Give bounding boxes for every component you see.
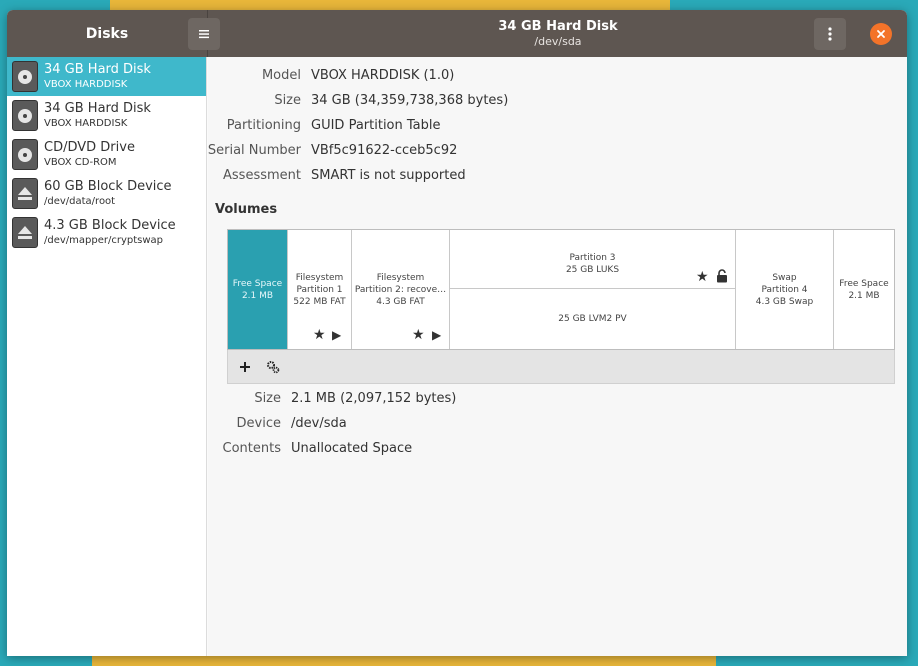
- volume-free-space-1[interactable]: Free Space 2.1 MB: [228, 230, 288, 349]
- volume-toolbar: [227, 350, 895, 384]
- hard-disk-icon: [12, 100, 38, 131]
- wallpaper-band: [0, 654, 918, 666]
- volume-size: 25 GB LUKS: [565, 265, 620, 275]
- volume-type: Free Space: [232, 278, 283, 289]
- volume-contents-label: Contents: [222, 441, 281, 456]
- close-icon: [877, 30, 885, 38]
- optical-drive-icon: [12, 139, 38, 170]
- vertical-dots-icon: [828, 27, 832, 41]
- disks-window: Disks 34 GB Hard Disk /dev/sda: [7, 10, 907, 656]
- model-label: Model: [261, 68, 301, 83]
- drive-details: Model VBOX HARDDISK (1.0) Size 34 GB (34…: [208, 57, 907, 656]
- drive-item-sda[interactable]: 34 GB Hard Disk VBOX HARDDISK: [7, 57, 206, 96]
- volume-contents-value: Unallocated Space: [291, 441, 413, 456]
- volume-free-space-2[interactable]: Free Space 2.1 MB: [834, 230, 894, 349]
- unlocked-icon: [717, 269, 727, 283]
- volume-partition: Partition 1: [296, 284, 343, 295]
- drive-model: VBOX CD-ROM: [44, 157, 117, 168]
- volume-partition-2[interactable]: Filesystem Partition 2: recove… 4.3 GB F…: [352, 230, 450, 349]
- volume-size-value: 2.1 MB (2,097,152 bytes): [291, 391, 457, 406]
- drive-name: CD/DVD Drive: [44, 140, 135, 155]
- drive-subtitle: /dev/sda: [534, 35, 582, 48]
- volume-partition-3[interactable]: Partition 3 25 GB LUKS ★ 25 GB LVM2 PV: [450, 230, 736, 349]
- volume-type: Filesystem: [295, 272, 344, 283]
- size-value: 34 GB (34,359,738,368 bytes): [311, 93, 509, 108]
- assessment-value: SMART is not supported: [311, 168, 466, 183]
- sidebar-title: Disks: [85, 25, 129, 42]
- volume-size: 2.1 MB: [241, 290, 274, 301]
- play-icon: ▶: [332, 328, 342, 342]
- volume-device-label: Device: [236, 416, 281, 431]
- drive-item-root[interactable]: 60 GB Block Device /dev/data/root: [7, 174, 206, 213]
- disk-info: Model VBOX HARDDISK (1.0) Size 34 GB (34…: [208, 67, 888, 197]
- volume-size-label: Size: [254, 391, 281, 406]
- volume-size: 4.3 GB FAT: [376, 296, 425, 307]
- drive-name: 34 GB Hard Disk: [44, 62, 151, 77]
- volume-partition: Partition 4: [761, 284, 808, 295]
- partitioning-label: Partitioning: [226, 118, 301, 133]
- eject-icon: [12, 217, 38, 248]
- volume-size: 25 GB LVM2 PV: [558, 314, 627, 324]
- volume-info: Size 2.1 MB (2,097,152 bytes) Device /de…: [208, 390, 888, 470]
- gears-icon: [267, 361, 280, 374]
- model-value: VBOX HARDDISK (1.0): [311, 68, 455, 83]
- drive-title: 34 GB Hard Disk: [498, 19, 618, 34]
- serial-value: VBf5c91622-cceb5c92: [311, 143, 458, 158]
- drive-model: VBOX HARDDISK: [44, 118, 128, 129]
- star-icon: ★: [412, 327, 425, 343]
- serial-label: Serial Number: [207, 143, 301, 158]
- create-partition-button[interactable]: [233, 356, 257, 378]
- drive-name: 34 GB Hard Disk: [44, 101, 151, 116]
- volumes-heading: Volumes: [215, 202, 278, 217]
- menu-button[interactable]: [188, 18, 220, 50]
- size-label: Size: [274, 93, 301, 108]
- volume-size: 4.3 GB Swap: [755, 296, 814, 307]
- drive-item-cryptswap[interactable]: 4.3 GB Block Device /dev/mapper/cryptswa…: [7, 213, 206, 252]
- drive-name: 4.3 GB Block Device: [44, 218, 176, 233]
- close-button[interactable]: [870, 23, 892, 45]
- volume-size: 2.1 MB: [848, 290, 880, 301]
- drive-path: /dev/data/root: [44, 196, 116, 207]
- drive-name: 60 GB Block Device: [44, 179, 172, 194]
- volume-device-value: /dev/sda: [291, 416, 347, 431]
- hard-disk-icon: [12, 61, 38, 92]
- lvm-volume[interactable]: 25 GB LVM2 PV: [450, 289, 735, 349]
- plus-icon: [240, 362, 250, 372]
- volume-partition: Partition 2: recove…: [354, 284, 447, 295]
- wallpaper: [110, 0, 670, 12]
- volume-partition-4[interactable]: Swap Partition 4 4.3 GB Swap: [736, 230, 834, 349]
- play-icon: ▶: [432, 328, 442, 342]
- drive-item-sdb[interactable]: 34 GB Hard Disk VBOX HARDDISK: [7, 96, 206, 135]
- volume-type: Filesystem: [376, 272, 425, 283]
- partitioning-value: GUID Partition Table: [311, 118, 441, 133]
- drive-list: 34 GB Hard Disk VBOX HARDDISK 34 GB Hard…: [7, 57, 207, 656]
- volume-type: Free Space: [839, 278, 889, 289]
- volume-partition: Partition 3: [569, 253, 616, 263]
- drive-item-cdrom[interactable]: CD/DVD Drive VBOX CD-ROM: [7, 135, 206, 174]
- headerbar: Disks 34 GB Hard Disk /dev/sda: [7, 10, 907, 57]
- volume-partition-1[interactable]: Filesystem Partition 1 522 MB FAT ★ ▶: [288, 230, 352, 349]
- volume-type: Swap: [772, 272, 797, 283]
- volume-size: 522 MB FAT: [293, 296, 346, 307]
- drive-model: VBOX HARDDISK: [44, 79, 128, 90]
- star-icon: ★: [696, 269, 709, 285]
- hamburger-icon: [199, 30, 209, 39]
- drive-path: /dev/mapper/cryptswap: [44, 235, 164, 246]
- star-icon: ★: [313, 327, 326, 343]
- assessment-label: Assessment: [223, 168, 301, 183]
- volume-map: Free Space 2.1 MB Filesystem Partition 1…: [227, 229, 895, 350]
- luks-container[interactable]: Partition 3 25 GB LUKS ★: [450, 230, 735, 289]
- window-title: 34 GB Hard Disk /dev/sda: [407, 18, 709, 49]
- eject-icon: [12, 178, 38, 209]
- drive-options-button[interactable]: [814, 18, 846, 50]
- partition-options-button[interactable]: [261, 356, 285, 378]
